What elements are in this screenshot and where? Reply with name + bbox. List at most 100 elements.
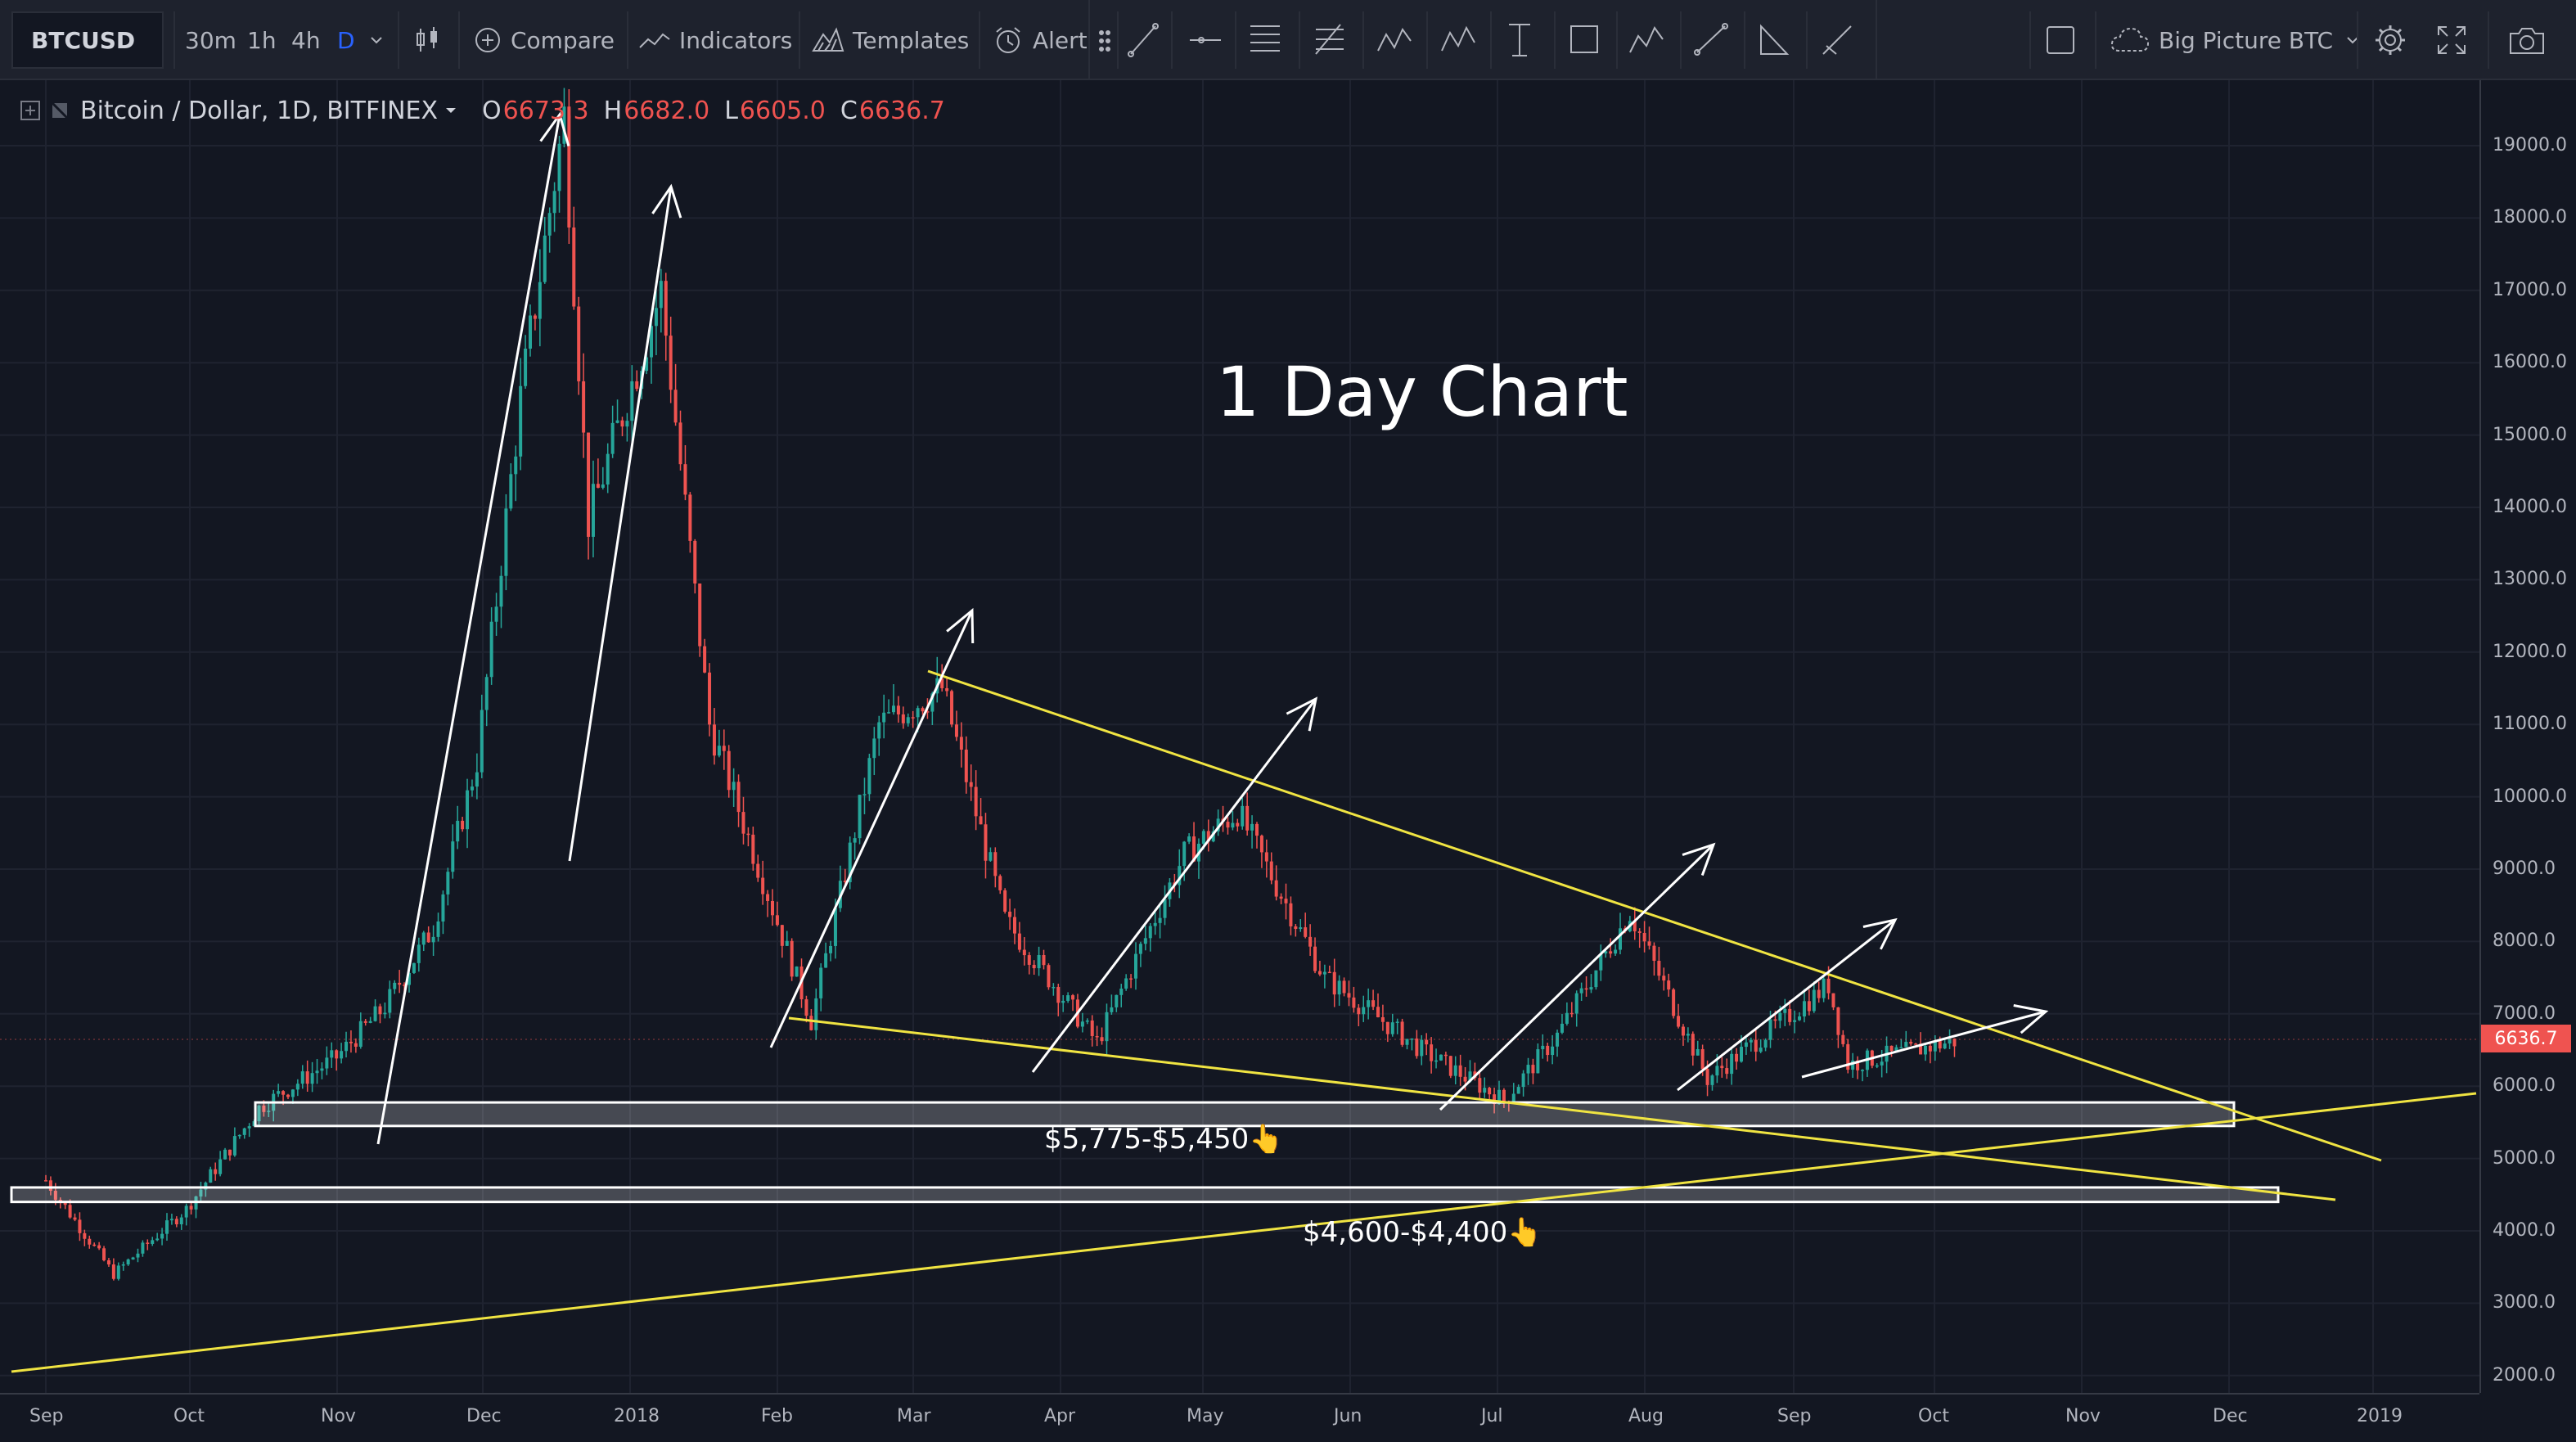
candle-body [1453,1065,1457,1076]
candle-body [1182,841,1187,867]
toolbar-divider [2029,11,2031,69]
candle-body [1763,1039,1768,1048]
arrow-line [1439,843,1715,1111]
indicators-button[interactable]: Indicators [638,0,792,80]
layout-menu-button[interactable]: Big Picture BTC [2110,0,2361,80]
layout-name: Big Picture BTC [2159,26,2334,54]
candle-body [1299,927,1303,930]
candle-body [441,894,445,922]
candle-body [1909,1042,1913,1044]
interval-4h[interactable]: 4h [291,26,321,54]
candle-body [688,494,692,541]
candle-body [1337,980,1341,995]
candle-body [286,1094,290,1097]
candle-body [475,772,479,787]
time-tick: Feb [761,1406,793,1426]
candle-body [727,750,731,791]
candle-body [858,795,862,839]
settings-button[interactable] [2373,0,2407,80]
close-label: C [840,96,858,125]
interval-30m[interactable]: 30m [185,26,236,54]
candle-body [945,687,949,692]
candle-body [146,1242,150,1244]
caret-down-icon[interactable] [444,104,457,117]
time-tick: Oct [173,1406,205,1426]
candle-body [141,1242,145,1254]
candle-body [1802,1001,1806,1016]
candle-body [814,998,818,1030]
candle-body [199,1189,203,1197]
candle-body [461,820,465,830]
candle-body [412,962,416,973]
templates-button[interactable]: Templates [812,0,969,80]
candle-body [635,381,639,390]
chart-pane[interactable] [0,80,2479,1393]
candle-body [1158,917,1162,923]
candle-body [1541,1045,1545,1050]
toolbar-divider [2095,11,2096,69]
symbol-search[interactable]: BTCUSD [11,11,164,69]
chart-legend: Bitcoin / Dollar, 1D, BITFINEX O 6673.3 H… [20,92,945,129]
candle-body [848,842,852,882]
candle-body [519,385,523,457]
candle-body [843,881,847,882]
candle-body [1105,1012,1109,1042]
candle-body [68,1205,72,1218]
snapshot-button[interactable] [2507,0,2547,80]
candle-body [1584,988,1588,990]
time-axis[interactable] [0,1393,2479,1442]
candle-body [1458,1065,1462,1077]
price-axis[interactable] [2479,80,2576,1393]
toolbar-divider [979,11,980,69]
price-tick: 6000.0 [2493,1075,2556,1097]
projection-icon [1629,26,1664,53]
candle-body [227,1149,232,1156]
candle-body [601,484,605,488]
candle-body [1919,1043,1923,1055]
grid-lines [0,80,2479,1393]
candle-body [466,790,470,830]
chart-type-button[interactable] [411,0,444,80]
price-chart[interactable] [0,80,2479,1393]
candle-body [954,724,958,737]
candle-body [363,1021,367,1023]
candle-body [538,282,542,319]
candle-body [1289,903,1293,926]
candle-body [804,999,808,1016]
interval-d[interactable]: D [337,26,355,54]
time-tick: May [1187,1406,1224,1426]
candle-body [746,833,750,836]
candle-body [408,972,411,985]
candle-body [1778,1012,1782,1021]
candle-body [514,456,518,475]
expand-legend-icon[interactable] [20,100,41,121]
candle-body [1294,926,1298,930]
interval-1h[interactable]: 1h [247,26,277,54]
symbol-title[interactable]: Bitcoin / Dollar, 1D, BITFINEX [80,96,439,125]
high-value: 6682.0 [624,96,710,125]
candle-body [174,1219,178,1225]
interval-dropdown[interactable] [368,0,385,80]
price-tick: 15000.0 [2493,424,2567,445]
candle-body [824,953,828,968]
price-tick: 2000.0 [2493,1364,2556,1386]
candle-body [1255,823,1259,836]
candle-body [1894,1047,1898,1052]
compare-button[interactable]: Compare [473,0,615,80]
time-tick: Jul [1481,1406,1503,1426]
alert-button[interactable]: Alert [992,0,1088,80]
fullscreen-toggle-button[interactable] [2044,0,2077,80]
candle-body [1380,1016,1385,1022]
maximize-button[interactable] [2435,0,2468,80]
candle-body [732,782,736,791]
candle-body [218,1159,223,1174]
arrow-head [651,183,682,219]
candle-body [577,306,581,381]
candle-body [650,326,653,358]
candle-body [625,421,629,427]
candle-body [1904,1042,1908,1048]
candle-body [388,989,392,1013]
candle-body [717,746,721,756]
fib-retracement-icon [1315,24,1344,55]
candle-body [896,705,900,714]
